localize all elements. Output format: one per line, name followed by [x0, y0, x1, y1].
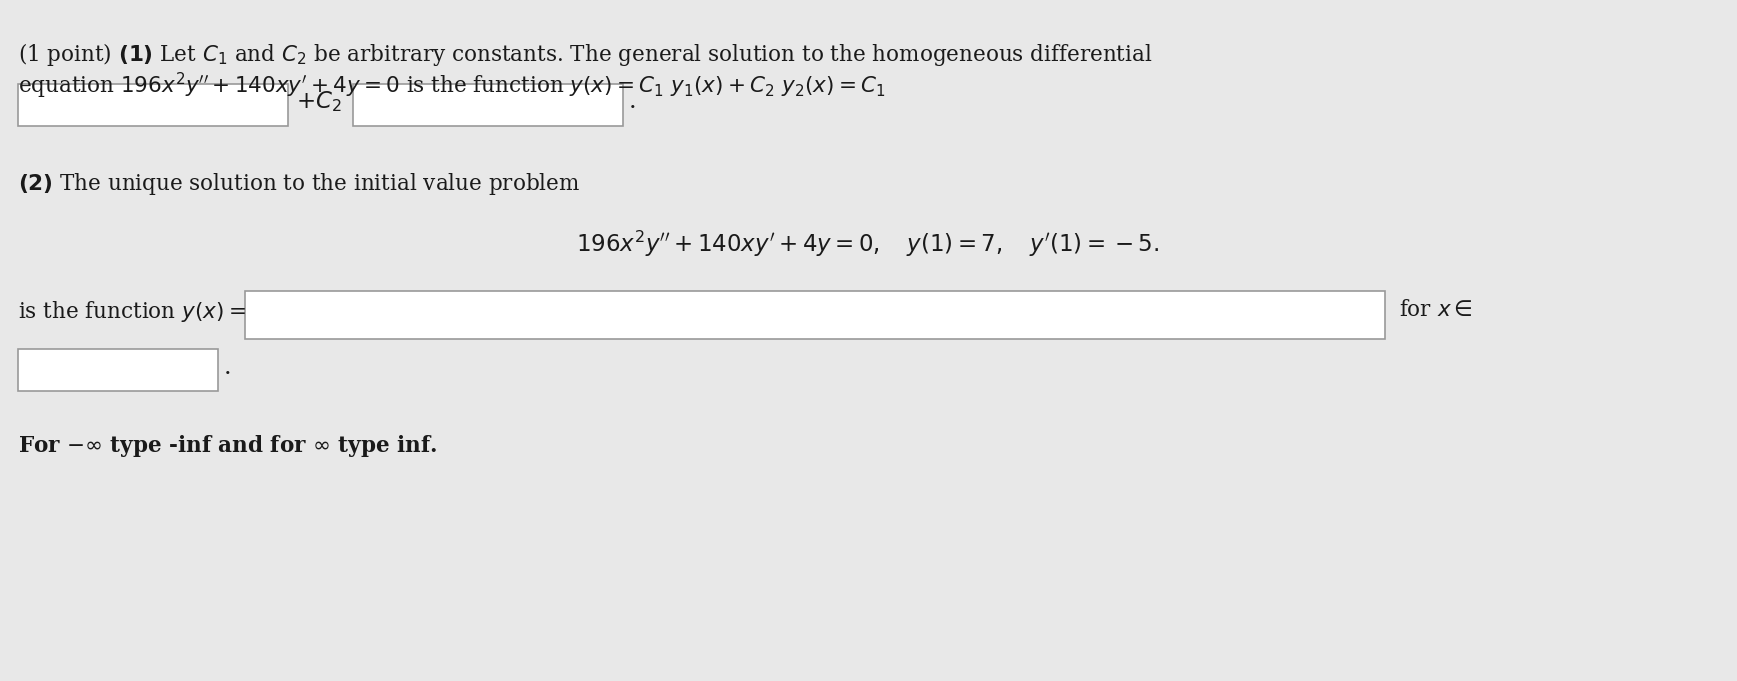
- Text: (1 point) $\mathbf{(1)}$ Let $C_1$ and $C_2$ be arbitrary constants. The general: (1 point) $\mathbf{(1)}$ Let $C_1$ and $…: [17, 41, 1152, 68]
- Text: $196x^2y'' + 140xy' + 4y = 0,\quad y(1) = 7,\quad y'(1) = -5.$: $196x^2y'' + 140xy' + 4y = 0,\quad y(1) …: [577, 229, 1160, 259]
- Text: equation $196x^2y'' + 140xy' + 4y = 0$ is the function $y(x) = C_1\ y_1(x) + C_2: equation $196x^2y'' + 140xy' + 4y = 0$ i…: [17, 71, 886, 101]
- Text: $+C_2$: $+C_2$: [295, 89, 342, 114]
- Text: .: .: [224, 355, 231, 379]
- Text: For $-\infty$ type -inf and for $\infty$ type inf.: For $-\infty$ type -inf and for $\infty$…: [17, 433, 438, 459]
- Text: for $x \in$: for $x \in$: [1398, 299, 1473, 321]
- FancyBboxPatch shape: [245, 291, 1384, 339]
- FancyBboxPatch shape: [17, 349, 219, 391]
- FancyBboxPatch shape: [353, 84, 624, 126]
- Text: is the function $y(x) =$: is the function $y(x) =$: [17, 299, 245, 324]
- FancyBboxPatch shape: [17, 84, 288, 126]
- Text: $\mathbf{(2)}$ The unique solution to the initial value problem: $\mathbf{(2)}$ The unique solution to th…: [17, 171, 580, 197]
- Text: .: .: [629, 91, 637, 114]
